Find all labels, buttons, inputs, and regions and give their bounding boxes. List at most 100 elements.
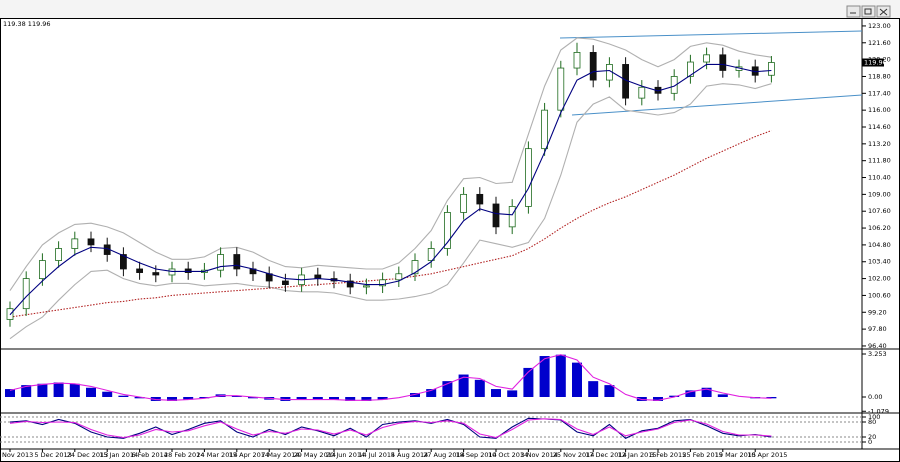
histogram-bar — [669, 395, 680, 397]
candle-body — [557, 67, 565, 111]
candle-body — [589, 52, 597, 81]
y-tick-label: 100.60 — [868, 291, 891, 299]
candle-body — [39, 260, 46, 279]
candle-body — [768, 62, 775, 76]
histogram-bar — [685, 390, 696, 397]
x-tick-label: Nov 2013 — [2, 451, 33, 459]
x-tick-label: 15 Jan 2014 — [99, 451, 138, 459]
y-tick-label: 121.60 — [868, 39, 891, 47]
upper-band — [9, 37, 772, 291]
candle-body — [281, 280, 289, 285]
x-tick-label: 25 Nov 2014 — [553, 451, 595, 459]
x-tick-label: 27 Aug 2014 — [423, 451, 465, 459]
candle-body — [460, 193, 468, 213]
histogram-bar — [296, 396, 307, 400]
histogram-bar — [21, 385, 32, 397]
x-tick-label: 29 May 2014 — [294, 451, 336, 459]
candle-body — [395, 273, 403, 281]
x-tick-label: 6 Feb 2014 — [132, 451, 168, 459]
candle-body — [168, 268, 176, 276]
histogram-bar — [701, 387, 712, 397]
y-tick-label: 113.20 — [868, 140, 891, 148]
histogram-bar — [5, 389, 15, 397]
y-tick-label: 106.20 — [868, 224, 891, 232]
histogram-bar — [345, 396, 356, 401]
histogram-bar — [134, 396, 145, 399]
restore-button[interactable] — [861, 5, 876, 18]
title-bar — [0, 0, 900, 18]
y-tick-label: 96.40 — [868, 342, 887, 350]
y-tick-label: 99.20 — [868, 308, 887, 316]
histogram-bar — [507, 390, 518, 397]
candle-body — [71, 238, 79, 249]
x-tick-label: 25 Feb 2015 — [682, 451, 722, 459]
candle-body — [638, 86, 646, 99]
x-tick-label: 15 Apr 2014 — [229, 451, 269, 459]
histogram-bar — [150, 396, 161, 401]
y-tick-label: 109.00 — [868, 190, 891, 198]
histogram-bar — [231, 395, 242, 397]
histogram-bar — [426, 389, 437, 397]
histogram-bar — [636, 396, 647, 401]
candle-body — [379, 279, 387, 287]
histogram-bar — [199, 396, 210, 399]
y-tick-label: 110.40 — [868, 174, 891, 182]
x-tick-label: 14 Jul 2014 — [358, 451, 395, 459]
signal-line — [9, 354, 772, 401]
plot: 96.40 97.80 99.20 100.60 102.00 103.40 104.80 1… — [0, 22, 891, 459]
y-tick-label: 114.60 — [868, 123, 891, 131]
x-tick-label: 19 Mar 2015 — [715, 451, 756, 459]
candle-body — [670, 76, 678, 94]
x-tick-label: 5 Aug 2014 — [391, 451, 429, 459]
candle-body — [136, 268, 144, 273]
candle-body — [541, 109, 548, 150]
candle-body — [411, 260, 419, 275]
channel-upper-line[interactable] — [559, 30, 863, 39]
candle-body — [508, 205, 516, 228]
y-tick-label: 97.80 — [868, 325, 887, 333]
histogram-bar — [442, 381, 453, 397]
y-tick-label: 102.00 — [868, 275, 891, 283]
y-tick-label: 117.40 — [868, 89, 891, 97]
x-tick-label: 12 Jan 2015 — [618, 451, 657, 459]
histogram-bar — [572, 362, 582, 397]
histogram-bar — [458, 374, 469, 397]
histogram-bar — [474, 379, 485, 397]
histogram-bar — [167, 396, 177, 401]
candle-body — [346, 280, 354, 288]
close-icon — [879, 8, 888, 16]
y-tick-label: 111.80 — [868, 157, 891, 165]
histogram-bar — [588, 381, 599, 397]
signal-line — [9, 418, 772, 439]
histogram-bar — [329, 396, 339, 400]
x-tick-label: 3 Feb 2015 — [650, 451, 686, 459]
histogram-bar — [604, 385, 615, 397]
y-tick-label: 103.40 — [868, 258, 891, 266]
candle-body — [362, 285, 370, 288]
price-tag — [862, 58, 884, 67]
histogram-bar — [361, 396, 372, 401]
chart-header: 119.38 119.96 — [3, 20, 51, 28]
window-buttons — [846, 5, 891, 18]
y-tick-label: 0.00 — [868, 393, 882, 401]
candle-body — [525, 148, 532, 207]
x-tick-label: 3 Nov 2014 — [520, 451, 558, 459]
restore-icon — [864, 8, 872, 15]
candle-body — [217, 254, 225, 271]
y-tick-label: 100 — [868, 413, 880, 421]
histogram-bar — [410, 393, 420, 397]
histogram-bar — [653, 396, 663, 401]
channel-lower-line[interactable] — [571, 94, 863, 116]
minimize-button[interactable] — [846, 5, 861, 18]
y-tick-label: 80 — [868, 418, 876, 426]
histogram-bar — [69, 383, 80, 397]
current-price-label: 119.96 — [864, 59, 887, 67]
y-tick-label: 123.00 — [868, 22, 891, 30]
moving-average — [9, 63, 772, 316]
x-tick-label: 17 Dec 2014 — [585, 451, 627, 459]
histogram-bar — [377, 396, 388, 400]
candle-body — [152, 272, 160, 276]
y-tick-label: -1.079 — [868, 407, 889, 415]
y-tick-label: 20 — [868, 433, 876, 441]
candle-body — [87, 238, 95, 246]
